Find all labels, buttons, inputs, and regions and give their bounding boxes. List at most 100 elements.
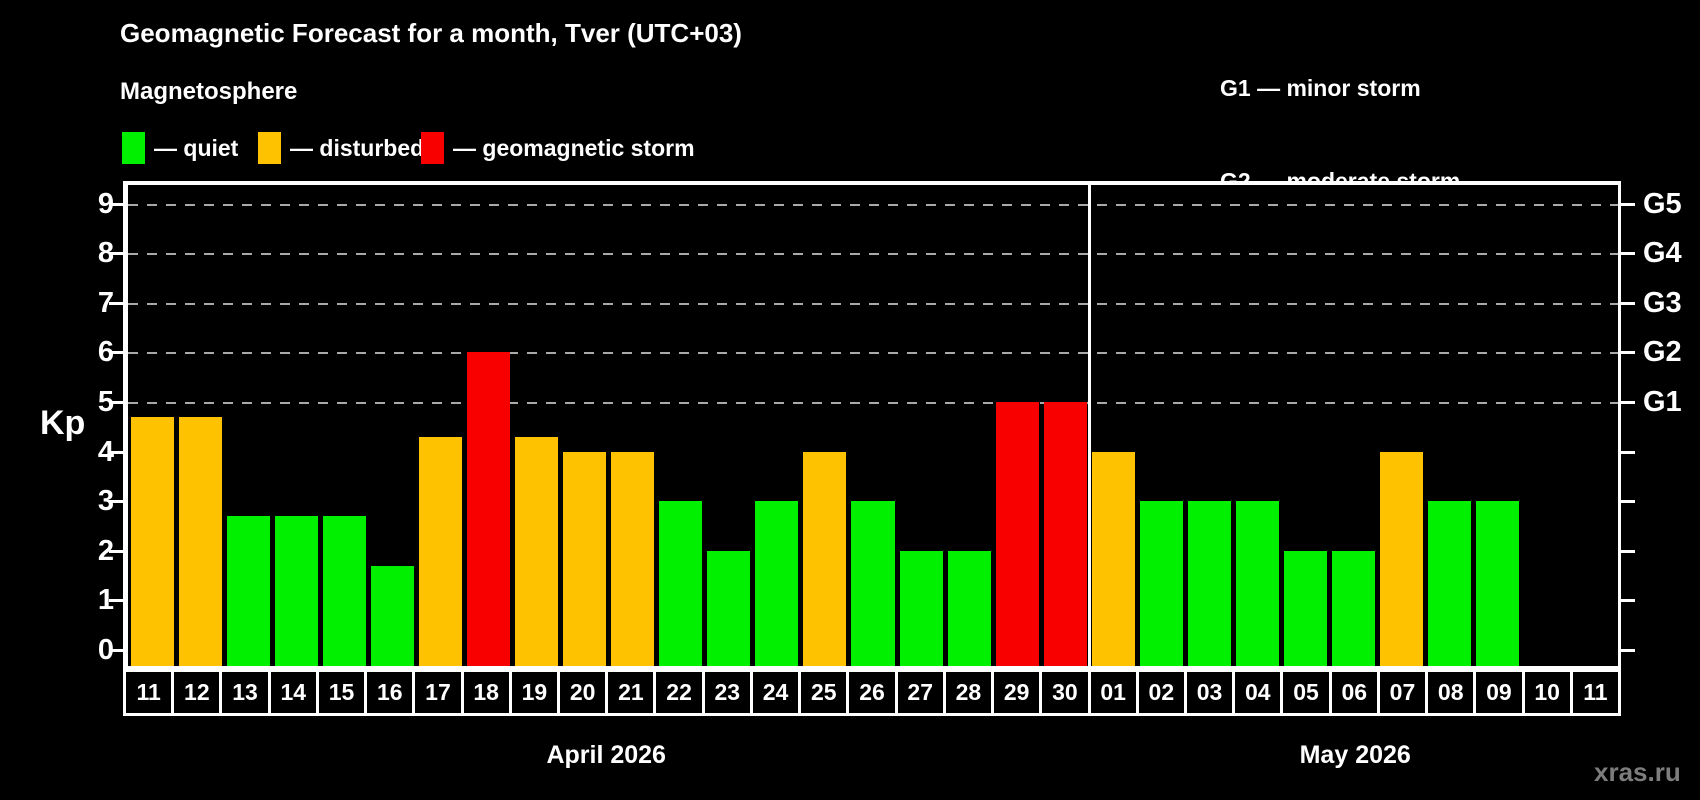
bar-slot-11 [1570, 185, 1618, 666]
date-cell-02: 02 [1138, 672, 1184, 713]
bar-slot-06 [1330, 185, 1378, 666]
chart-title: Geomagnetic Forecast for a month, Tver (… [120, 18, 742, 48]
gridline-kp-8 [128, 253, 1618, 256]
magnetosphere-label: Magnetosphere [120, 78, 298, 105]
disturbed-color-swatch [258, 132, 281, 164]
date-cell-26: 26 [849, 672, 895, 713]
y-tick-mark-3 [109, 500, 123, 504]
kp-bar-day-19 [515, 436, 559, 666]
date-cell-28: 28 [945, 672, 992, 713]
right-tick-mark-2 [1621, 549, 1635, 553]
bar-slot-30 [1041, 185, 1089, 666]
date-cell-03: 03 [1186, 672, 1233, 713]
right-tick-mark-7 [1621, 301, 1635, 305]
bar-slot-22 [657, 185, 705, 666]
kp-bar-day-02 [1139, 501, 1183, 666]
date-cell-06: 06 [1331, 672, 1377, 713]
kp-bar-day-15 [322, 516, 366, 666]
date-cell-11: 11 [1572, 672, 1618, 713]
y-tick-label-4: 4 [97, 435, 114, 468]
date-cell-09: 09 [1476, 672, 1522, 713]
kp-bar-day-01 [1091, 451, 1135, 666]
date-cell-07: 07 [1379, 672, 1426, 713]
kp-bar-day-09 [1476, 501, 1520, 666]
y-tick-mark-0 [109, 649, 123, 652]
y-tick-label-8: 8 [97, 237, 114, 270]
storm-color-swatch [421, 132, 444, 164]
kp-bar-day-22 [659, 501, 703, 666]
date-cell-01: 01 [1090, 672, 1136, 713]
date-cell-22: 22 [656, 672, 702, 713]
date-cell-21: 21 [608, 672, 654, 713]
y-tick-label-1: 1 [97, 584, 114, 617]
kp-bar-day-25 [803, 451, 847, 666]
y-axis-title: Kp [40, 404, 86, 442]
g1-legend-line: G1 — minor storm [1220, 75, 1421, 101]
bar-slot-07 [1378, 185, 1426, 666]
y-tick-label-5: 5 [97, 386, 114, 418]
kp-bar-day-12 [178, 416, 222, 666]
date-cell-29: 29 [994, 672, 1040, 713]
month-label-may: May 2026 [1299, 741, 1411, 769]
y-tick-label-2: 2 [97, 534, 114, 567]
bar-slot-09 [1474, 185, 1522, 666]
bar-slot-28 [945, 185, 993, 666]
kp-bar-day-03 [1187, 501, 1231, 666]
date-cell-04: 04 [1235, 672, 1281, 713]
kp-bar-day-26 [851, 501, 895, 666]
bar-slot-19 [513, 185, 561, 666]
bar-slot-25 [801, 185, 849, 666]
kp-bar-day-17 [418, 436, 462, 666]
bar-slot-03 [1185, 185, 1233, 666]
date-cell-08: 08 [1428, 672, 1474, 713]
y-tick-label-9: 9 [97, 187, 114, 220]
y-tick-mark-6 [109, 351, 123, 355]
kp-bar-day-23 [707, 550, 751, 666]
kp-bars [128, 185, 1618, 666]
date-cell-14: 14 [270, 672, 316, 713]
bar-slot-17 [416, 185, 464, 666]
right-tick-mark-9 [1621, 202, 1635, 206]
kp-bar-day-06 [1332, 550, 1376, 666]
gridline-kp-7 [128, 302, 1618, 305]
kp-bar-day-18 [466, 352, 510, 666]
date-cell-27: 27 [897, 672, 943, 713]
quiet-legend-label: — quiet [154, 135, 239, 161]
date-cell-16: 16 [367, 672, 413, 713]
y-tick-mark-2 [109, 549, 123, 553]
kp-bar-day-04 [1235, 501, 1279, 666]
kp-bar-day-27 [899, 550, 943, 666]
g-axis-label-g3: G3 [1643, 286, 1682, 319]
month-label-april: April 2026 [546, 741, 666, 769]
kp-bar-day-28 [947, 550, 991, 666]
bar-slot-11 [128, 185, 176, 666]
g-axis-label-g4: G4 [1643, 237, 1682, 270]
kp-bar-day-07 [1380, 451, 1424, 666]
date-cell-18: 18 [463, 672, 509, 713]
bar-slot-13 [224, 185, 272, 666]
y-tick-mark-8 [109, 252, 123, 256]
bar-slot-16 [368, 185, 416, 666]
g-axis-label-g5: G5 [1643, 187, 1682, 220]
date-cell-11: 11 [126, 672, 172, 713]
month-divider-line [1087, 185, 1091, 666]
kp-bar-day-16 [370, 565, 414, 666]
right-tick-mark-6 [1621, 351, 1635, 355]
y-tick-mark-9 [109, 202, 123, 206]
y-tick-mark-1 [109, 599, 123, 603]
right-tick-mark-3 [1621, 500, 1635, 504]
bar-slot-02 [1137, 185, 1185, 666]
bar-slot-26 [849, 185, 897, 666]
date-cell-13: 13 [222, 672, 268, 713]
storm-legend-label: — geomagnetic storm [453, 135, 695, 161]
kp-bar-day-05 [1284, 550, 1328, 666]
date-cell-24: 24 [752, 672, 799, 713]
bar-slot-12 [176, 185, 224, 666]
bar-slot-15 [320, 185, 368, 666]
bar-slot-18 [464, 185, 512, 666]
kp-bar-day-08 [1428, 501, 1472, 666]
right-tick-mark-4 [1621, 450, 1635, 454]
plot-area [123, 181, 1621, 669]
date-cell-30: 30 [1042, 672, 1088, 713]
